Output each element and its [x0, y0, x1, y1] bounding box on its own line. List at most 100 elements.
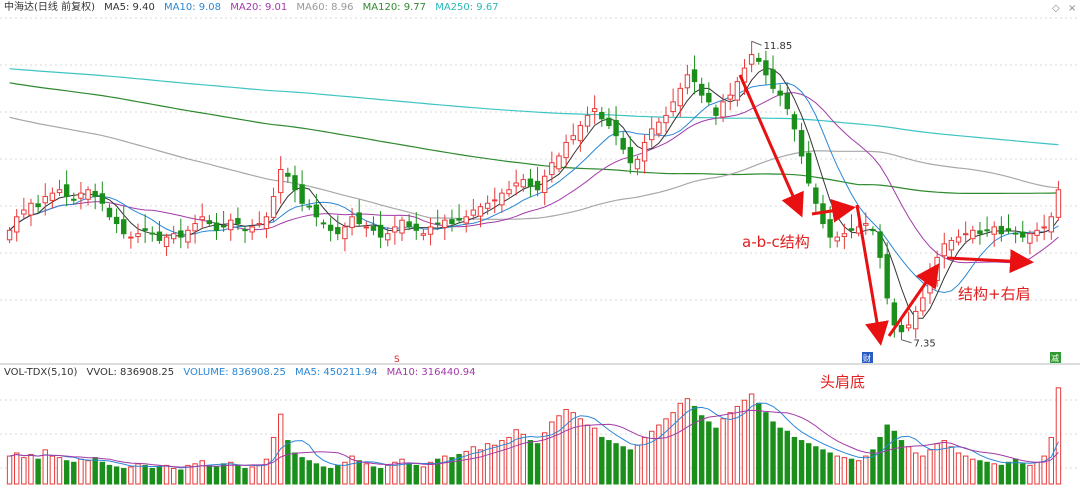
volume-bar [827, 452, 833, 485]
volume-bar [606, 440, 612, 485]
candle-body [877, 231, 883, 258]
volume-bar [770, 421, 776, 485]
candle-body [342, 226, 348, 240]
volume-bar [948, 446, 955, 485]
volume-bar [456, 454, 462, 485]
candle-body [299, 184, 305, 204]
price-legend: 中海达(日线 前复权) MA5: 9.40 MA10: 9.08 MA20: 9… [4, 1, 505, 15]
candle-body [748, 54, 755, 65]
volume-bar [499, 440, 505, 485]
candle-body [784, 92, 791, 110]
arrow-up-rally [887, 263, 940, 337]
volume-bar [905, 446, 912, 485]
vol-ma10: MA10: 316440.94 [386, 367, 476, 378]
candle-body [399, 219, 405, 234]
volume-bar [599, 436, 605, 485]
candle-body [42, 196, 48, 204]
candle-body [106, 207, 113, 218]
candle-body [56, 189, 63, 194]
candle-body [420, 233, 427, 236]
candle-body [470, 209, 477, 216]
candle-body [663, 114, 669, 124]
volume-bar [898, 440, 905, 485]
volume-bar [220, 463, 227, 485]
candle-body [691, 69, 698, 83]
volume-bar [506, 436, 512, 485]
volume-bar [805, 443, 812, 485]
candle-body [185, 229, 191, 243]
ma250-line [9, 68, 1059, 146]
volume-bar [28, 454, 34, 485]
candle-body [870, 229, 876, 232]
volume-bar [556, 415, 562, 485]
candle-body [285, 172, 291, 177]
candle-body [770, 69, 776, 89]
candle-body [977, 230, 983, 235]
stock-title: 中海达(日线 前复权) [4, 2, 95, 13]
ma20-line [9, 92, 1059, 264]
volume-bar [335, 464, 341, 485]
volume-bar [406, 463, 412, 485]
candlesticks [6, 41, 1062, 340]
right-shoulder-note: 结构+右肩 [958, 285, 1031, 303]
candle-body [149, 232, 155, 235]
volume-bar [1041, 455, 1047, 485]
volume-bar [863, 455, 869, 485]
volume-bar [492, 444, 498, 485]
vol-volume: VOLUME: 836908.25 [183, 367, 286, 378]
volume-bar [213, 466, 220, 485]
candle-body [905, 324, 912, 329]
candle-body [563, 141, 569, 159]
volume-bar [591, 427, 598, 485]
volume-bar [228, 461, 234, 485]
diamond-icon[interactable]: ◇ [1052, 3, 1060, 14]
volume-bar [349, 455, 355, 485]
candle-body [178, 230, 184, 238]
close-icon[interactable]: × [1068, 3, 1077, 14]
volume-bar [92, 457, 98, 485]
volume-bar [741, 399, 748, 485]
volume-bar [877, 436, 883, 485]
abc-structure-note: a-b-c结构 [742, 233, 810, 251]
candle-body [13, 216, 20, 233]
candle-body [1055, 189, 1062, 218]
candle-body [541, 175, 548, 194]
volume-bar [399, 458, 405, 485]
volume-bar [242, 467, 248, 485]
volume-bar [135, 463, 141, 485]
volume-bar [56, 457, 63, 485]
volume-bar [727, 412, 733, 485]
volume-bar [71, 461, 77, 485]
volume-bar [42, 449, 48, 485]
candle-body [1027, 233, 1033, 244]
candle-body [891, 302, 898, 326]
volume-bar [128, 466, 134, 485]
volume-legend: VOL-TDX(5,10) VVOL: 836908.25 VOLUME: 83… [4, 366, 481, 380]
volume-bar [192, 463, 198, 485]
candle-body [513, 182, 519, 187]
candle-body [848, 228, 855, 231]
volume-ma5-line [9, 402, 1059, 469]
candle-body [142, 228, 148, 231]
candle-body [620, 137, 626, 150]
volume-bar [998, 464, 1005, 485]
low-pointer [901, 339, 912, 344]
candle-body [670, 101, 676, 113]
candle-body [734, 81, 741, 101]
volume-bar [178, 469, 184, 485]
volume-bar [970, 458, 976, 485]
candle-body [463, 216, 469, 224]
chart-labels: 11.85 7.35 S 财 减 [394, 40, 1061, 365]
legend-ma20: MA20: 9.01 [230, 2, 288, 13]
candle-body [21, 209, 27, 215]
volume-bar [563, 409, 569, 485]
candle-body [827, 219, 833, 238]
candle-body [591, 108, 598, 113]
volume-bar [927, 449, 933, 485]
volume-bar [470, 446, 477, 485]
candle-body [506, 189, 512, 195]
volume-bar [170, 467, 177, 485]
volume-bar [392, 461, 398, 485]
candle-body [834, 236, 840, 242]
